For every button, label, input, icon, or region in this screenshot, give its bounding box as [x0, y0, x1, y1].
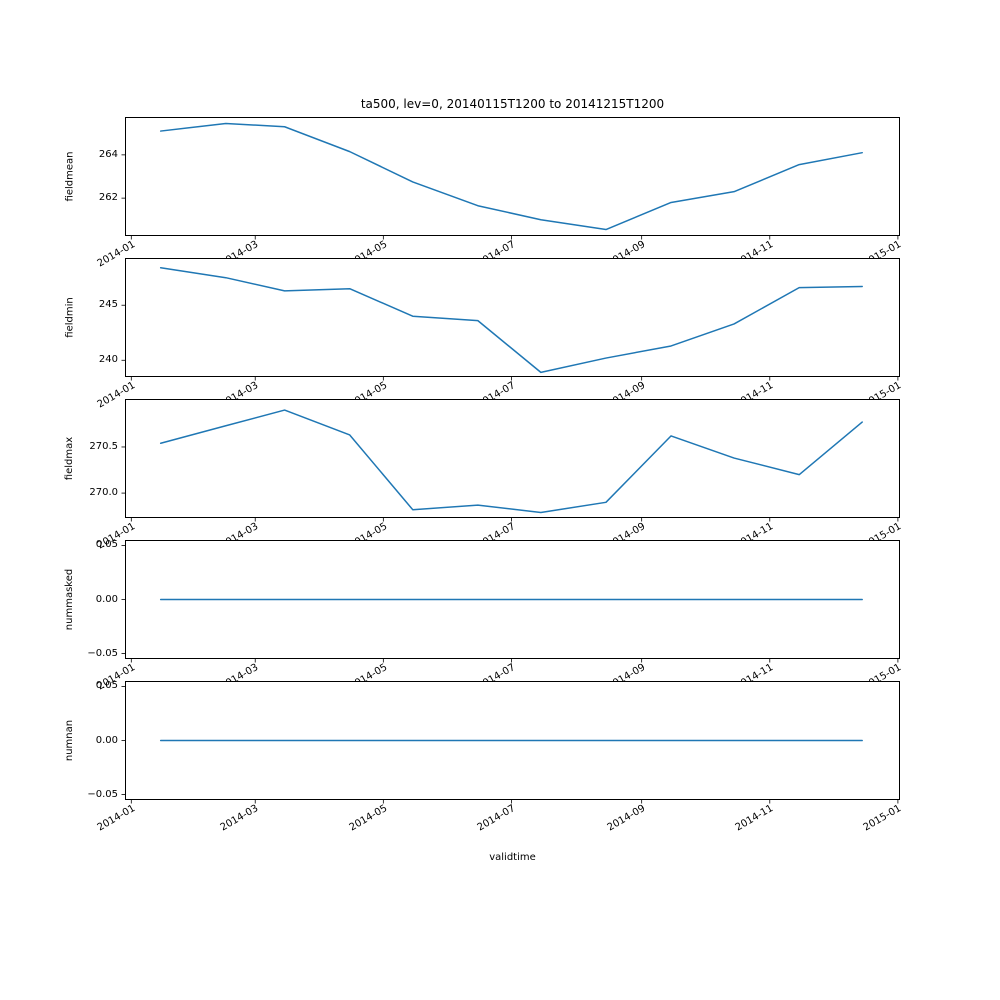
axes-spines: [125, 540, 900, 659]
y-axis-label-wrap: fieldmean: [63, 117, 77, 236]
y-axis-label-wrap: fieldmax: [63, 399, 77, 518]
x-axis-label: validtime: [489, 852, 536, 863]
y-axis-label: nummasked: [64, 568, 76, 631]
y-axis-label: fieldmin: [64, 297, 76, 338]
chart-title: ta500, lev=0, 20140115T1200 to 20141215T…: [360, 97, 665, 111]
y-tick-label: 0.05: [95, 680, 118, 692]
y-axis-label: numnan: [64, 719, 76, 762]
y-axis-label: fieldmean: [64, 151, 76, 202]
y-tick-label: 245: [98, 299, 118, 311]
axes-spines: [125, 258, 900, 377]
y-tick-label: −0.05: [87, 788, 118, 800]
x-tick-label: 2014-01: [95, 803, 137, 834]
y-axis-label-wrap: fieldmin: [63, 258, 77, 377]
plot-area-fieldmean: [121, 117, 900, 240]
y-tick-label: −0.05: [87, 647, 118, 659]
subplot-fieldmax: 270.5 270.0 2014-01 2014-03 2014-05 2014-07 20…: [65, 399, 903, 551]
axes-spines: [125, 117, 900, 236]
x-tick-label: 2014-05: [347, 803, 389, 834]
y-tick-label: 0.00: [95, 593, 118, 605]
x-tick-label: 2014-09: [605, 803, 648, 834]
subplot-fieldmean: 264 262 2014-01 2014-03 2014-05 2014-07 2014-0…: [65, 117, 903, 269]
plot-area-nummasked: [121, 540, 900, 663]
subplot-nummasked: 0.05 0.00 −0.05 2014-01 2014-03 2014-05 2014-0…: [65, 539, 904, 692]
line-fieldmin: [159, 267, 863, 374]
y-tick-label: 240: [98, 354, 118, 366]
y-tick-label: 0.05: [95, 539, 118, 551]
plot-area-fieldmin: [121, 258, 900, 381]
line-fieldmax: [159, 409, 863, 514]
axes-spines: [125, 681, 900, 800]
y-tick-label: 264: [98, 148, 118, 160]
y-tick-label: 270.0: [89, 487, 118, 499]
x-tick-label: 2014-07: [475, 803, 517, 834]
axes-spines: [125, 399, 900, 518]
y-axis-label-wrap: numnan: [63, 681, 77, 800]
line-fieldmean: [159, 122, 863, 231]
plot-area-fieldmax: [121, 399, 900, 522]
subplot-fieldmin: 245 240 2014-01 2014-03 2014-05 2014-07 2014-0…: [65, 258, 903, 410]
x-tick-label: 2014-03: [219, 803, 261, 834]
y-tick-label: 270.5: [89, 440, 118, 452]
y-axis-label-wrap: nummasked: [63, 540, 77, 659]
plot-area-numnan: [121, 681, 900, 804]
x-tick-label: 2015-01: [861, 803, 904, 834]
y-axis-label: fieldmax: [64, 436, 76, 481]
x-tick-label: 2014-11: [733, 803, 776, 834]
y-tick-label: 0.00: [95, 734, 118, 746]
y-tick-label: 262: [98, 192, 118, 204]
subplot-numnan: 0.05 0.00 −0.05 2014-01 2014-03 2014-05 2014-0…: [65, 680, 904, 833]
